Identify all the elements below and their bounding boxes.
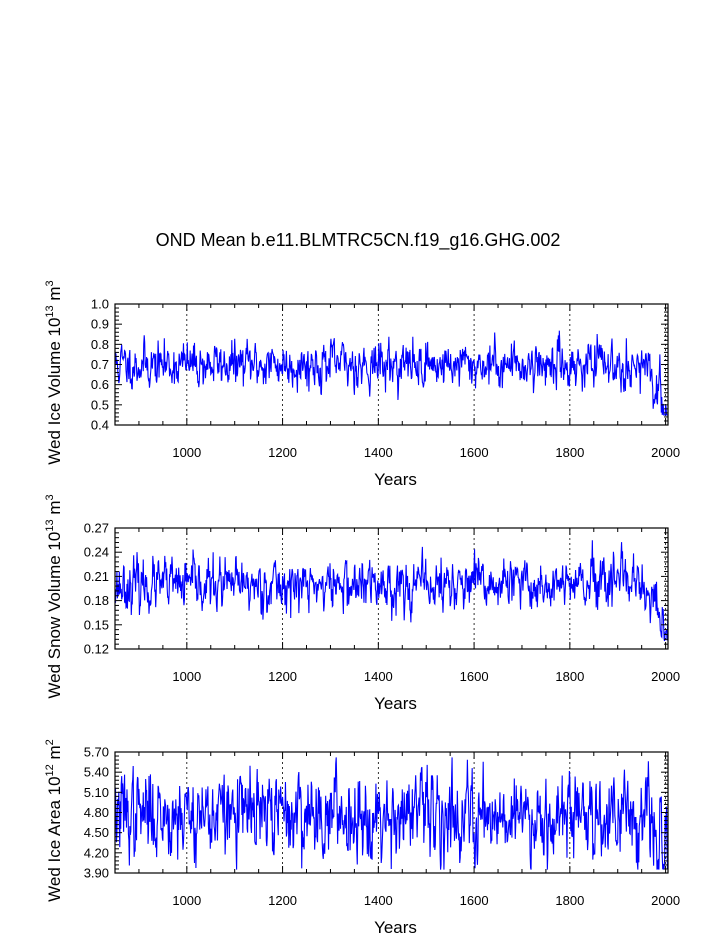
- y-tick-label: 3.90: [84, 866, 109, 881]
- x-tick-label: 1600: [460, 669, 489, 684]
- y-tick-label: 0.8: [91, 337, 109, 352]
- y-tick-label: 4.50: [84, 825, 109, 840]
- y-tick-label: 0.9: [91, 317, 109, 332]
- panel-3: 1000 1200 1400 1600 1800 2000 3.90 4.20 4.50 4.80…: [44, 739, 680, 935]
- x-tick-label: 1800: [555, 893, 584, 908]
- y-tick-label: 0.15: [84, 617, 109, 632]
- x-tick-label: 1600: [460, 893, 489, 908]
- y-tick-label: 5.10: [84, 785, 109, 800]
- y-tick-label: 0.24: [84, 545, 109, 560]
- x-tick-label: 1000: [172, 669, 201, 684]
- y-axis-label: Wed Ice Volume 1013 m3: [44, 280, 64, 464]
- x-tick-label: 2000: [651, 893, 680, 908]
- x-tick-label: 1000: [172, 893, 201, 908]
- y-tick-label: 0.4: [91, 418, 109, 433]
- x-tick-label: 1200: [268, 445, 297, 460]
- series-line: [114, 757, 669, 870]
- series-line: [114, 540, 669, 642]
- x-tick-label: 1800: [555, 669, 584, 684]
- y-tick-label: 0.6: [91, 377, 109, 392]
- y-tick-label: 4.20: [84, 845, 109, 860]
- x-tick-label: 2000: [651, 669, 680, 684]
- x-tick-label: 1800: [555, 445, 584, 460]
- y-tick-label: 5.40: [84, 765, 109, 780]
- panel-2: 1000 1200 1400 1600 1800 2000 0.12 0.15 0.18 0.21…: [44, 494, 680, 713]
- x-tick-label: 1400: [364, 893, 393, 908]
- x-axis-label: Years: [374, 918, 417, 935]
- y-tick-label: 1.0: [91, 297, 109, 312]
- y-tick-label: 0.27: [84, 521, 109, 536]
- x-tick-label: 1000: [172, 445, 201, 460]
- chart-title: OND Mean b.e11.BLMTRC5CN.f19_g16.GHG.002: [156, 230, 561, 251]
- x-tick-label: 1400: [364, 669, 393, 684]
- series-line: [114, 330, 668, 416]
- x-tick-label: 1200: [268, 669, 297, 684]
- y-tick-label: 0.12: [84, 642, 109, 657]
- x-axis-label: Years: [374, 470, 417, 489]
- y-tick-label: 0.5: [91, 397, 109, 412]
- x-tick-label: 1600: [460, 445, 489, 460]
- y-axis-label: Wed Ice Area 1012 m2: [44, 739, 64, 902]
- y-tick-label: 4.80: [84, 805, 109, 820]
- x-axis-label: Years: [374, 694, 417, 713]
- x-tick-label: 2000: [651, 445, 680, 460]
- panel-1: 1000 1200 1400 1600 1800 2000 0.4 0.5 0.6 0.7 0.8 0…: [44, 280, 680, 489]
- x-tick-label: 1200: [268, 893, 297, 908]
- y-tick-label: 5.70: [84, 745, 109, 760]
- plot-frame: [114, 527, 669, 650]
- y-tick-label: 0.18: [84, 593, 109, 608]
- y-tick-label: 0.7: [91, 357, 109, 372]
- x-tick-label: 1400: [364, 445, 393, 460]
- y-axis-label: Wed Snow Volume 1013 m3: [44, 494, 64, 698]
- y-tick-label: 0.21: [84, 569, 109, 584]
